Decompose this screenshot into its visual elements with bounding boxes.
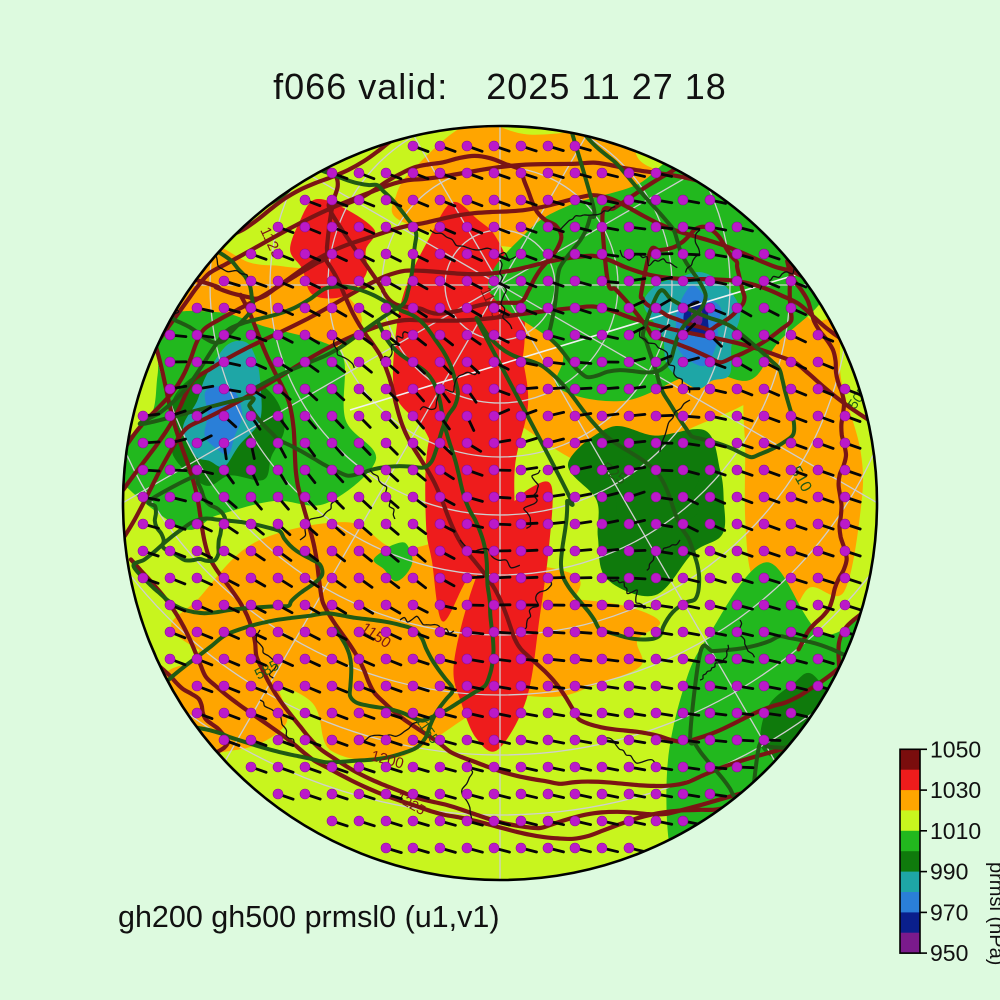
svg-text:990: 990 <box>930 859 968 885</box>
svg-text:1050: 1050 <box>930 736 981 762</box>
svg-text:950: 950 <box>930 940 968 966</box>
svg-text:1030: 1030 <box>930 777 981 803</box>
svg-text:1010: 1010 <box>930 818 981 844</box>
svg-text:prmsl (hPa): prmsl (hPa) <box>985 862 1000 965</box>
svg-text:970: 970 <box>930 899 968 925</box>
